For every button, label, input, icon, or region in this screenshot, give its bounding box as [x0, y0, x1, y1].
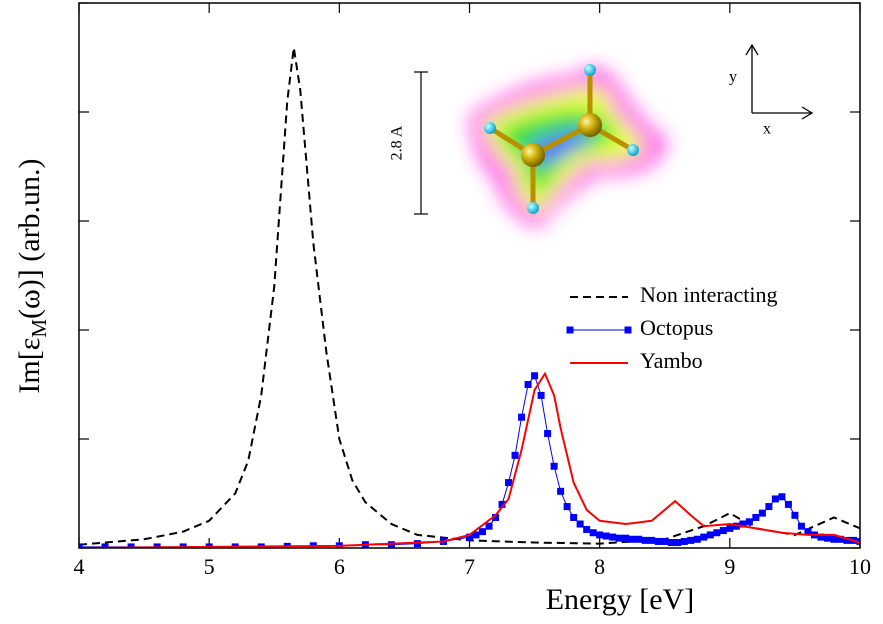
marker	[472, 531, 480, 539]
x-tick-label: 9	[724, 554, 735, 579]
marker	[413, 540, 421, 548]
marker	[771, 495, 779, 503]
legend-label: Octopus	[640, 315, 713, 340]
marker	[830, 535, 838, 543]
x-tick-label: 7	[464, 554, 475, 579]
marker	[713, 529, 721, 537]
marker	[628, 535, 636, 543]
marker	[693, 535, 701, 543]
marker	[622, 534, 630, 542]
marker	[466, 533, 473, 541]
marker	[843, 536, 851, 544]
marker	[635, 535, 643, 543]
marker	[765, 503, 773, 511]
plot-frame	[78, 2, 861, 549]
marker	[804, 528, 812, 536]
marker	[537, 391, 545, 399]
marker	[745, 518, 753, 526]
marker	[485, 522, 493, 530]
scale-bar	[414, 71, 428, 215]
marker	[609, 533, 617, 541]
legend-marker	[566, 326, 574, 334]
marker	[498, 500, 506, 508]
y-title-part: (ω)] (arb.un.)	[13, 158, 46, 319]
marker	[524, 381, 532, 388]
marker	[706, 531, 714, 539]
marker	[687, 536, 695, 544]
marker	[602, 532, 610, 540]
axis-icon-y: y	[729, 69, 737, 86]
marker	[726, 524, 734, 532]
marker	[127, 543, 135, 548]
legend-label: Yambo	[640, 348, 703, 373]
marker	[570, 513, 578, 521]
marker	[583, 525, 591, 533]
x-tick-label: 6	[334, 554, 345, 579]
series-group	[79, 47, 860, 548]
marker	[667, 539, 675, 547]
y-title-part: Im[ε	[13, 338, 46, 394]
marker	[179, 543, 187, 548]
marker	[778, 493, 786, 501]
marker	[648, 536, 656, 544]
marker	[544, 430, 552, 438]
marker	[505, 479, 513, 487]
marker	[79, 543, 83, 548]
plot-area: 4 5 6 7 8 9 10 Non interacting Octopus Yambo	[74, 2, 871, 579]
marker	[654, 537, 662, 545]
scale-label: 2.8 A	[389, 125, 406, 160]
marker	[836, 535, 844, 543]
marker	[557, 487, 565, 495]
marker	[784, 500, 792, 508]
axes-icon	[745, 43, 814, 120]
legend-marker	[624, 326, 632, 334]
marker	[758, 509, 766, 517]
series-line	[79, 371, 860, 548]
marker	[817, 533, 825, 541]
marker	[680, 537, 688, 545]
marker	[531, 372, 539, 380]
marker	[492, 513, 500, 521]
legend-label: Non interacting	[640, 282, 777, 307]
marker	[797, 522, 805, 530]
marker	[101, 543, 109, 548]
x-tick-label: 10	[849, 554, 871, 579]
marker	[596, 531, 604, 539]
x-axis-title: Energy [eV]	[546, 583, 695, 616]
marker	[700, 533, 708, 541]
marker	[791, 511, 799, 519]
marker	[205, 543, 213, 548]
y-axis-title: Im[εM(ω)] (arb.un.)	[13, 158, 51, 393]
x-tick-label: 5	[204, 554, 215, 579]
marker	[518, 413, 526, 421]
marker	[563, 503, 571, 511]
marker	[719, 527, 727, 535]
marker	[576, 520, 584, 528]
marker	[739, 520, 747, 528]
marker	[674, 539, 682, 547]
marker	[589, 529, 597, 537]
axis-icon-x: x	[763, 121, 771, 138]
x-tick-label: 4	[74, 554, 85, 579]
marker	[550, 462, 558, 470]
marker	[752, 513, 760, 521]
marker	[641, 536, 649, 544]
molecule-inset	[470, 64, 668, 228]
x-tick-label: 8	[594, 554, 605, 579]
marker	[511, 451, 519, 459]
marker	[732, 522, 740, 530]
marker	[615, 534, 623, 542]
marker	[823, 534, 831, 542]
series-line	[79, 47, 860, 546]
marker	[479, 528, 487, 536]
marker	[661, 537, 669, 545]
marker	[153, 543, 161, 548]
y-title-sub: M	[27, 319, 51, 338]
